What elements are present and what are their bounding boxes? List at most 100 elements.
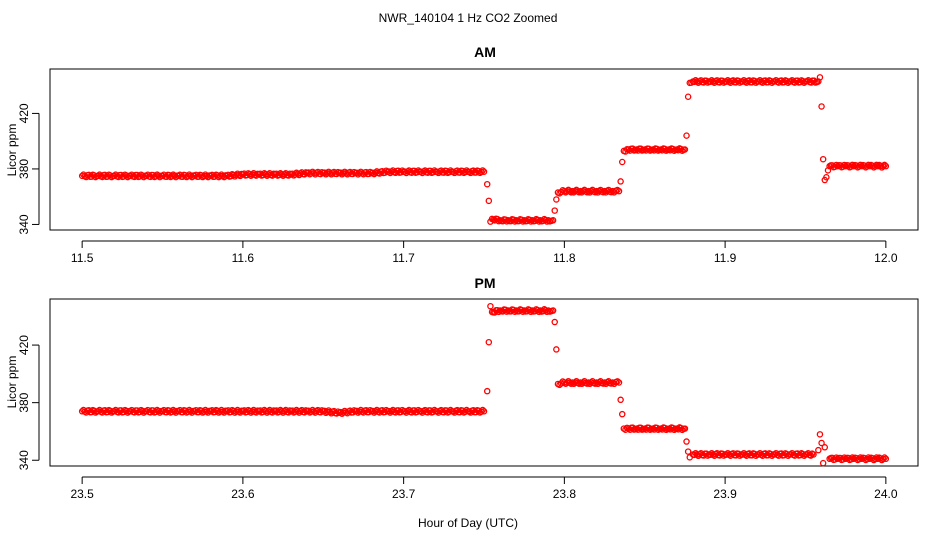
am-point-299	[479, 167, 486, 174]
am-point-327	[519, 218, 527, 225]
am-y-axis-label: Licor ppm	[5, 124, 19, 177]
am-point-301	[483, 180, 491, 188]
am-x-axis: 11.5 11.6 11.7 11.8 11.9 12.0	[71, 240, 898, 265]
x-axis-label: Hour of Day (UTC)	[418, 516, 518, 530]
pm-y-tick-label: 380	[17, 392, 31, 412]
am-panel: AM 11.5 11.6 11.7 11.8 11.9 12.0 340 380 420 Li…	[5, 44, 919, 265]
am-plot-frame	[49, 68, 919, 231]
pm-point-539	[815, 446, 822, 454]
am-point-591	[882, 162, 890, 170]
am-x-tick-label: 11.7	[392, 251, 415, 265]
pm-point-298	[478, 408, 485, 415]
am-x-tick-label: 11.9	[714, 251, 737, 265]
pm-point-445	[683, 438, 690, 445]
pm-point-303	[487, 302, 494, 310]
am-point-315	[503, 218, 511, 225]
pm-x-tick-label: 24.0	[874, 487, 898, 501]
am-point-321	[511, 218, 519, 225]
pm-y-axis: 340 380 420	[17, 335, 40, 470]
am-point-396	[615, 187, 623, 195]
am-point-351	[553, 196, 560, 203]
pm-plot-frame	[49, 298, 919, 467]
am-point-300	[480, 168, 488, 175]
pm-point-586	[882, 455, 890, 463]
am-y-tick-label: 380	[17, 159, 31, 179]
pm-point-361	[567, 380, 575, 387]
am-x-tick-label: 12.0	[874, 251, 898, 265]
pm-point-541	[818, 439, 825, 447]
pm-point-339	[535, 308, 543, 316]
pm-point-373	[583, 380, 591, 387]
pm-point-333	[527, 308, 535, 316]
pm-point-573	[865, 454, 872, 461]
pm-point-397	[617, 396, 624, 404]
pm-point-327	[519, 308, 527, 315]
pm-point-584	[879, 455, 887, 463]
am-point-333	[527, 218, 535, 225]
am-point-379	[591, 188, 599, 196]
pm-point-379	[591, 380, 599, 387]
pm-x-tick-label: 23.9	[713, 487, 737, 501]
pm-point-555	[841, 454, 848, 461]
pm-point-446	[684, 448, 692, 455]
pm-point-299	[479, 406, 486, 414]
am-point-572	[857, 161, 864, 169]
pm-point-561	[849, 454, 856, 461]
pm-point-315	[503, 308, 511, 315]
pm-panel-title: PM	[475, 275, 496, 291]
pm-points	[78, 302, 890, 467]
pm-y-tick-label: 340	[17, 450, 31, 470]
am-point-446	[684, 93, 692, 101]
am-point-444	[681, 146, 689, 153]
am-point-590	[881, 161, 888, 169]
am-point-350	[551, 207, 558, 214]
am-panel-title: AM	[474, 44, 496, 60]
am-point-398	[618, 158, 626, 166]
am-points	[78, 74, 890, 225]
pm-point-385	[599, 380, 607, 387]
am-point-578	[865, 161, 872, 169]
pm-point-538	[810, 451, 817, 458]
am-y-axis: 340 380 420	[17, 103, 40, 234]
pm-y-tick-label: 420	[17, 335, 31, 355]
am-x-tick-label: 11.5	[71, 251, 94, 265]
pm-point-585	[881, 454, 888, 461]
am-x-tick-label: 11.6	[232, 251, 255, 265]
pm-point-540	[816, 431, 824, 438]
am-point-298	[478, 168, 485, 176]
am-x-tick-label: 11.8	[553, 251, 576, 265]
am-point-373	[583, 189, 591, 196]
am-point-367	[575, 189, 583, 196]
pm-point-542	[819, 459, 827, 467]
am-point-445	[683, 132, 690, 139]
pm-point-396	[615, 379, 623, 386]
am-y-tick-label: 340	[17, 214, 31, 234]
pm-point-349	[549, 307, 557, 314]
pm-point-321	[511, 308, 519, 315]
pm-point-543	[821, 444, 829, 451]
pm-point-302	[485, 338, 493, 346]
am-point-361	[567, 189, 575, 196]
pm-point-567	[857, 454, 864, 461]
pm-x-tick-label: 23.6	[231, 487, 255, 501]
am-point-560	[841, 161, 848, 169]
pm-point-351	[553, 346, 560, 353]
pm-point-367	[575, 380, 583, 387]
pm-point-300	[480, 408, 488, 415]
pm-y-axis-label: Licor ppm	[5, 356, 19, 409]
pm-point-309	[495, 308, 502, 316]
am-point-584	[873, 161, 880, 169]
pm-point-549	[833, 454, 840, 461]
pm-point-579	[873, 454, 880, 461]
pm-x-tick-label: 23.5	[70, 487, 94, 501]
am-point-302	[485, 197, 493, 205]
pm-point-301	[483, 387, 491, 395]
am-point-544	[818, 103, 825, 110]
am-point-385	[599, 188, 607, 196]
am-point-547	[823, 174, 830, 181]
pm-x-tick-label: 23.8	[553, 487, 577, 501]
am-point-545	[819, 155, 827, 163]
am-point-339	[535, 218, 543, 225]
am-point-349	[549, 217, 557, 224]
